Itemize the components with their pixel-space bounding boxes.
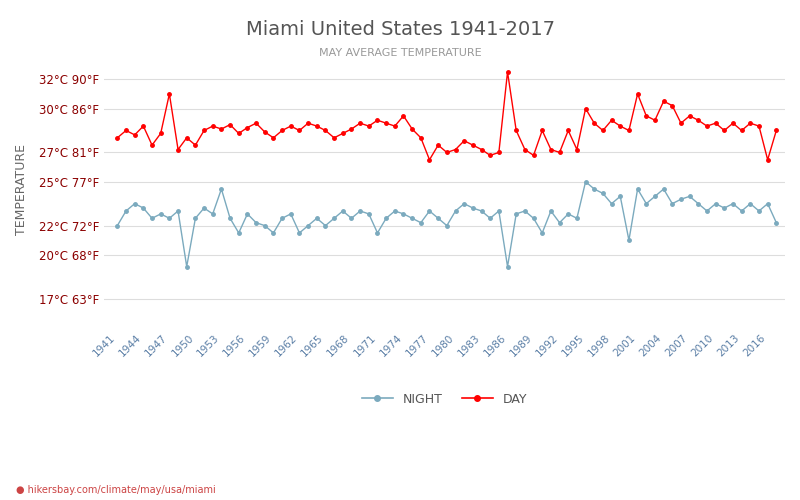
Text: ● hikersbay.com/climate/may/usa/miami: ● hikersbay.com/climate/may/usa/miami (16, 485, 216, 495)
Text: MAY AVERAGE TEMPERATURE: MAY AVERAGE TEMPERATURE (318, 48, 482, 58)
Text: Miami United States 1941-2017: Miami United States 1941-2017 (246, 20, 554, 39)
Legend: NIGHT, DAY: NIGHT, DAY (357, 388, 533, 411)
Y-axis label: TEMPERATURE: TEMPERATURE (15, 144, 28, 234)
